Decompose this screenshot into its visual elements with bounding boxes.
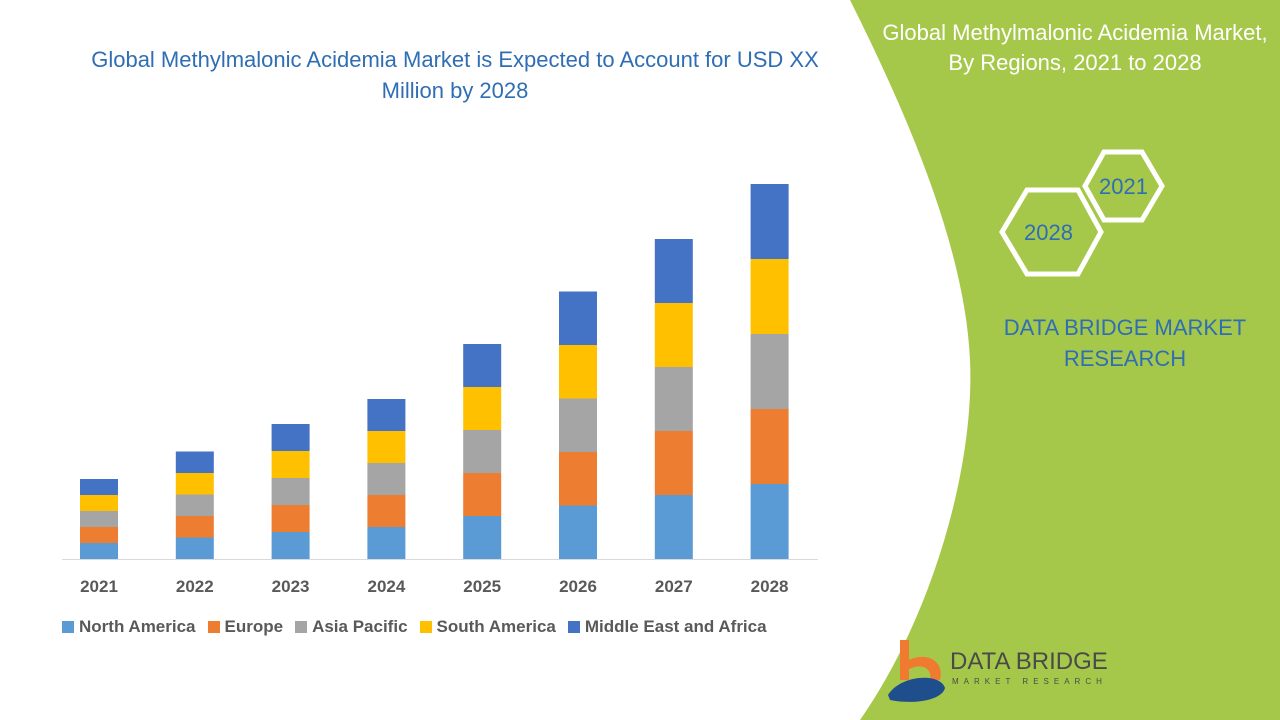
bar-segment-north-america-2028 — [750, 484, 789, 559]
x-tick-label: 2025 — [463, 577, 501, 596]
bar-segment-middle-east-and-africa-2021 — [80, 479, 118, 495]
bar-segment-south-america-2025 — [463, 387, 502, 430]
bar-segment-europe-2028 — [750, 409, 789, 484]
bar-segment-europe-2023 — [271, 505, 310, 532]
bar-segment-asia-pacific-2025 — [463, 430, 502, 473]
legend: North America Europe Asia Pacific South … — [62, 617, 767, 637]
x-tick-label: 2024 — [367, 577, 405, 596]
bar-segment-north-america-2026 — [559, 505, 597, 559]
legend-item: South America — [419, 617, 556, 637]
legend-item: Asia Pacific — [295, 617, 408, 637]
bar-segment-asia-pacific-2026 — [559, 398, 597, 452]
x-tick-label: 2028 — [751, 577, 789, 596]
bar-segment-north-america-2023 — [271, 532, 310, 559]
bar-segment-middle-east-and-africa-2022 — [175, 451, 214, 473]
legend-item: North America — [62, 617, 196, 637]
bar-segment-asia-pacific-2027 — [654, 367, 693, 431]
data-bridge-logo-icon — [888, 640, 945, 702]
bar-segment-europe-2024 — [367, 495, 406, 527]
bar-segment-north-america-2027 — [654, 495, 693, 559]
bar-segment-middle-east-and-africa-2024 — [367, 399, 406, 431]
brand-text: DATA BRIDGE MARKET RESEARCH — [1003, 315, 1247, 371]
bar-segment-south-america-2024 — [367, 431, 406, 463]
bar-segment-europe-2021 — [80, 527, 118, 543]
green-side-panel — [850, 0, 1280, 720]
chart-title: Global Methylmalonic Acidemia Market is … — [91, 47, 819, 103]
legend-swatch — [419, 621, 432, 633]
bar-segment-south-america-2028 — [750, 259, 789, 334]
bar-segment-south-america-2023 — [271, 451, 310, 478]
legend-swatch — [295, 621, 308, 633]
legend-label: South America — [436, 617, 556, 636]
bar-segment-middle-east-and-africa-2028 — [750, 184, 789, 259]
bar-segment-europe-2027 — [654, 431, 693, 495]
bar-segment-europe-2025 — [463, 473, 502, 516]
legend-label: Middle East and Africa — [584, 617, 767, 636]
bar-segment-north-america-2024 — [367, 527, 406, 559]
x-tick-label: 2027 — [655, 577, 693, 596]
legend-item: Europe — [207, 617, 284, 637]
bar-segment-middle-east-and-africa-2023 — [271, 424, 310, 451]
hex-label-2021: 2021 — [1099, 174, 1148, 199]
bar-segment-asia-pacific-2028 — [750, 334, 789, 409]
x-tick-label: 2023 — [272, 577, 310, 596]
bar-segment-south-america-2026 — [559, 345, 597, 399]
bar-segment-middle-east-and-africa-2025 — [463, 344, 502, 387]
hexagon-2021-icon — [1082, 149, 1165, 223]
legend-swatch — [207, 621, 220, 633]
x-tick-label: 2026 — [559, 577, 597, 596]
bar-segment-south-america-2021 — [80, 495, 118, 511]
bar-segment-middle-east-and-africa-2026 — [559, 291, 597, 345]
bar-segment-south-america-2022 — [175, 473, 214, 495]
legend-label: North America — [79, 617, 196, 636]
bar-segment-asia-pacific-2022 — [175, 494, 214, 516]
hexagon-2028-icon — [999, 187, 1104, 277]
legend-label: Asia Pacific — [312, 617, 408, 636]
x-tick-label: 2022 — [176, 577, 214, 596]
bar-segment-north-america-2025 — [463, 516, 502, 559]
logo-subtext: MARKET RESEARCH — [952, 677, 1107, 686]
legend-swatch — [62, 621, 74, 633]
bar-segment-north-america-2021 — [80, 543, 118, 559]
x-tick-label: 2021 — [80, 577, 118, 596]
hex-label-2028: 2028 — [1024, 220, 1073, 245]
legend-item: Middle East and Africa — [567, 617, 767, 637]
logo-text: DATA BRIDGE — [950, 648, 1108, 675]
bar-segment-europe-2022 — [175, 516, 214, 538]
legend-swatch — [567, 621, 580, 633]
bar-segment-asia-pacific-2023 — [271, 478, 310, 505]
bar-segment-north-america-2022 — [175, 537, 214, 559]
side-panel-title: Global Methylmalonic Acidemia Market, By… — [882, 20, 1268, 75]
legend-label: Europe — [224, 617, 284, 636]
bar-segment-europe-2026 — [559, 452, 597, 506]
bar-segment-south-america-2027 — [654, 303, 693, 367]
bar-segment-asia-pacific-2021 — [80, 511, 118, 527]
bar-segment-asia-pacific-2024 — [367, 463, 406, 495]
bar-segment-middle-east-and-africa-2027 — [654, 239, 693, 303]
